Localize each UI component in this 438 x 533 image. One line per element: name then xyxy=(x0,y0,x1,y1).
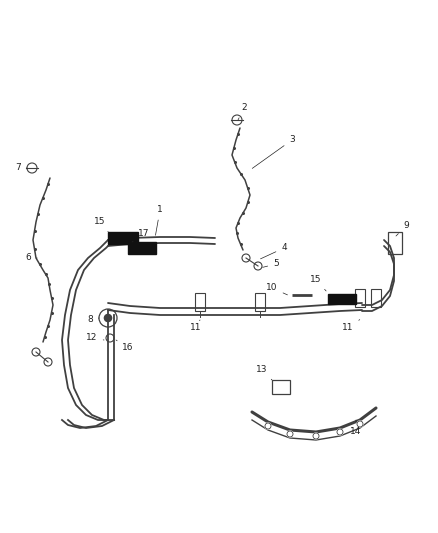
Text: 9: 9 xyxy=(396,222,409,236)
Bar xyxy=(355,289,365,307)
Text: 7: 7 xyxy=(15,164,27,173)
Text: 14: 14 xyxy=(350,420,362,437)
Text: 12: 12 xyxy=(86,334,104,343)
Text: 13: 13 xyxy=(256,366,272,380)
Circle shape xyxy=(337,429,343,435)
Circle shape xyxy=(287,431,293,437)
Circle shape xyxy=(313,433,319,439)
Bar xyxy=(195,293,205,311)
Bar xyxy=(388,232,402,254)
Text: 11: 11 xyxy=(190,320,202,333)
Text: 3: 3 xyxy=(252,135,295,168)
Text: 2: 2 xyxy=(238,103,247,120)
Bar xyxy=(108,232,138,244)
Text: 6: 6 xyxy=(25,254,37,262)
Text: 10: 10 xyxy=(266,284,287,295)
Text: 1: 1 xyxy=(155,206,163,235)
Text: 17: 17 xyxy=(132,230,150,242)
Bar xyxy=(128,242,156,254)
Bar xyxy=(272,380,290,394)
Text: 11: 11 xyxy=(342,320,360,333)
Circle shape xyxy=(104,314,112,321)
Text: 15: 15 xyxy=(310,276,326,291)
Text: 15: 15 xyxy=(94,217,108,232)
Text: 16: 16 xyxy=(116,340,134,352)
Text: 4: 4 xyxy=(261,244,287,259)
Text: 8: 8 xyxy=(87,316,99,325)
Circle shape xyxy=(265,423,271,429)
Bar xyxy=(371,289,381,307)
Text: 5: 5 xyxy=(263,260,279,269)
Bar xyxy=(328,294,356,304)
Bar xyxy=(255,293,265,311)
Circle shape xyxy=(357,421,363,427)
